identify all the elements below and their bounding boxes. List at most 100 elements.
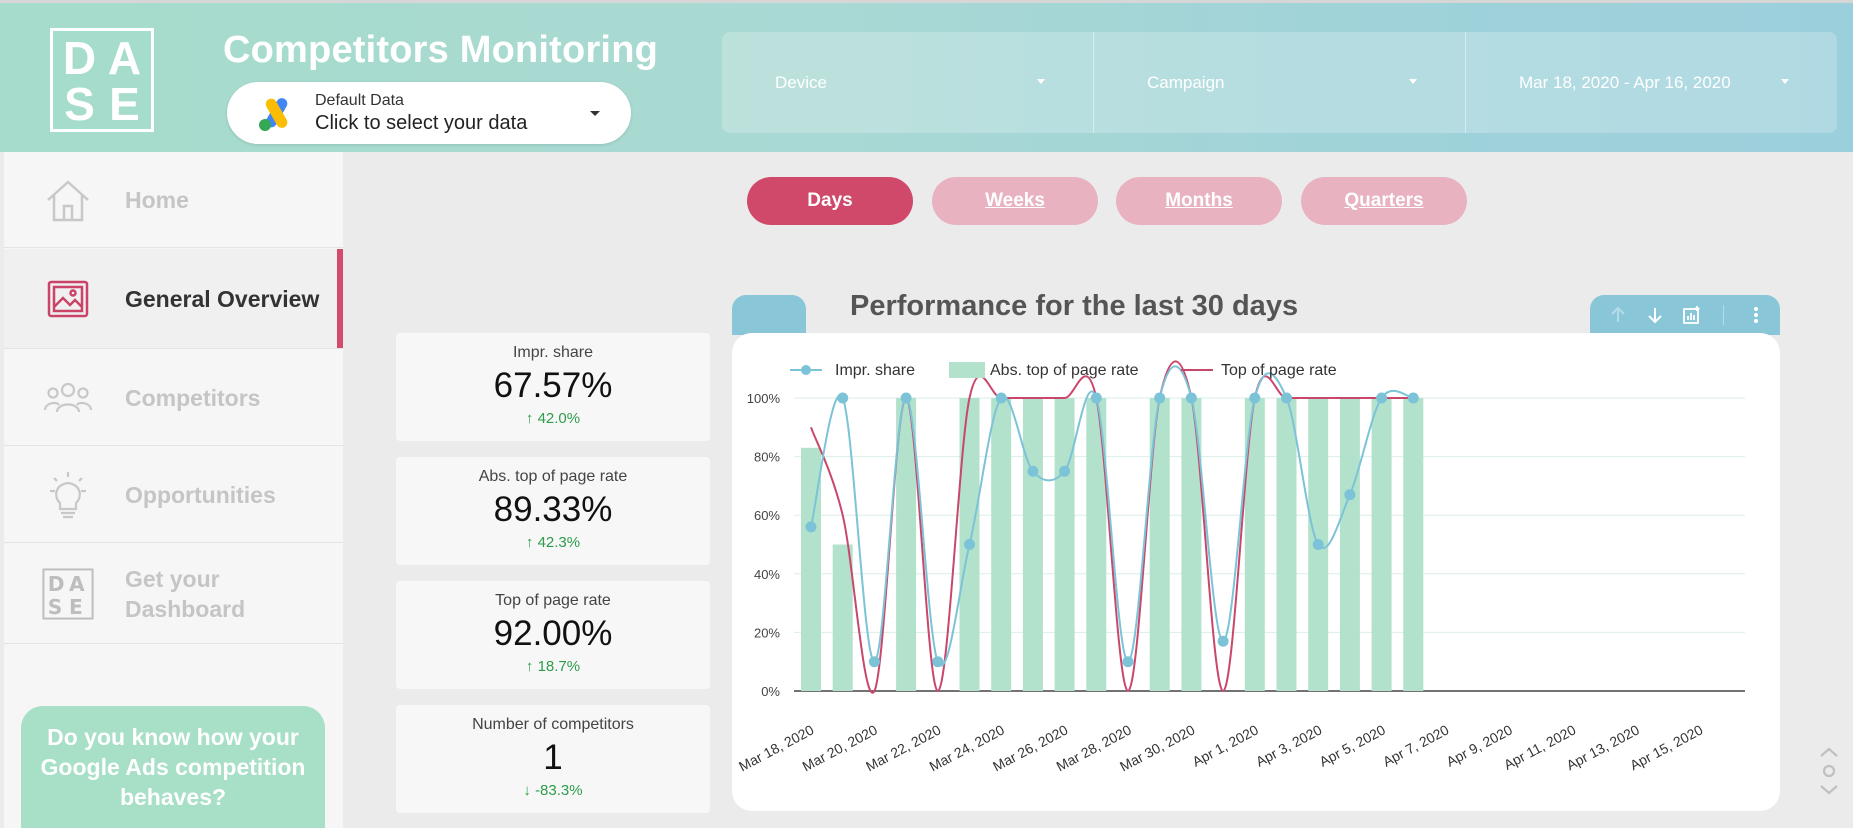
trend-down-icon: ↓ <box>523 782 536 799</box>
data-point <box>1185 392 1197 404</box>
data-point <box>1122 656 1134 668</box>
date-range-label: Mar 18, 2020 - Apr 16, 2020 <box>1519 72 1731 92</box>
trend-up-icon: ↑ <box>525 534 538 551</box>
kpi-label: Impr. share <box>512 344 594 361</box>
legend-label: Impr. share <box>835 362 915 379</box>
bar <box>1244 398 1265 691</box>
chevron-down-icon <box>1037 79 1045 84</box>
campaign-filter[interactable]: Campaign <box>1094 32 1466 133</box>
bar <box>1339 398 1360 691</box>
device-filter[interactable]: Device <box>722 32 1094 133</box>
dase-logo[interactable]: D A S E <box>50 28 154 132</box>
chevron-down-icon[interactable] <box>590 111 600 116</box>
x-tick-label: Apr 1, 2020 <box>1189 721 1261 769</box>
bar <box>1181 398 1202 691</box>
page-scroll-controls[interactable] <box>1818 745 1840 802</box>
chart-tab[interactable] <box>732 295 806 335</box>
data-source-selector[interactable]: Default Data Click to select your data <box>227 82 631 144</box>
kpi-delta: 18.7% <box>537 658 581 675</box>
logo-letter-e: E <box>109 78 140 130</box>
data-point <box>805 521 817 533</box>
bar <box>1403 398 1424 691</box>
sidebar-item-home[interactable]: Home <box>4 152 343 248</box>
chart-title: Performance for the last 30 days <box>850 290 1299 322</box>
legend-marker <box>801 365 811 375</box>
people-icon <box>42 372 94 424</box>
y-tick-label: 100% <box>747 391 781 406</box>
bar <box>832 544 853 691</box>
kpi-card-impr-share: Impr. share 67.57% ↑ 42.0% <box>396 333 710 441</box>
kpi-delta: 42.3% <box>537 534 581 551</box>
series-line-impr-share <box>810 365 1414 667</box>
legend-label: Top of page rate <box>1221 362 1337 379</box>
kpi-value: 1 <box>543 738 563 777</box>
data-point <box>995 392 1007 404</box>
bar <box>1371 398 1392 691</box>
data-point <box>1217 635 1229 647</box>
chevron-down-icon <box>1409 79 1417 84</box>
arrow-down-icon[interactable] <box>1643 303 1667 327</box>
sidebar-item-opportunities[interactable]: Opportunities <box>4 447 343 543</box>
tab-days[interactable]: Days <box>747 177 913 225</box>
campaign-filter-label: Campaign <box>1147 72 1225 92</box>
trend-up-icon: ↑ <box>525 658 538 675</box>
data-point <box>964 539 975 550</box>
logo-letter-d: D <box>62 32 97 84</box>
tab-quarters[interactable]: Quarters <box>1301 177 1467 225</box>
header-bar: D A S E Competitors Monitoring Default D… <box>0 0 1853 152</box>
svg-text:A: A <box>69 572 85 596</box>
data-point <box>1376 392 1388 404</box>
arrow-up-icon[interactable] <box>1606 303 1630 327</box>
kpi-delta: -83.3% <box>535 782 583 799</box>
kpi-card-abs-top-rate: Abs. top of page rate 89.33% ↑ 42.3% <box>396 457 710 565</box>
data-source-label: Default Data <box>315 92 404 109</box>
sidebar-item-label: Get your Dashboard <box>125 565 246 622</box>
logo-letter-s: S <box>64 78 95 130</box>
kpi-label: Abs. top of page rate <box>478 468 628 485</box>
drill-icon[interactable] <box>1680 303 1704 327</box>
tab-weeks[interactable]: Weeks <box>932 177 1098 225</box>
sidebar: Home General Overview Competitors <box>4 152 343 828</box>
kpi-label: Top of page rate <box>495 592 611 609</box>
kpi-delta: 42.0% <box>537 410 581 427</box>
data-point <box>837 392 849 404</box>
bar <box>1086 398 1107 691</box>
kpi-value: 92.00% <box>493 614 613 653</box>
logo-letter-a: A <box>107 32 142 84</box>
x-tick-label: Apr 5, 2020 <box>1316 721 1388 769</box>
chart-toolbar <box>1590 295 1780 335</box>
page-title: Competitors Monitoring <box>223 29 659 71</box>
data-point <box>1312 539 1324 550</box>
bar <box>1149 398 1170 691</box>
date-range-filter[interactable]: Mar 18, 2020 - Apr 16, 2020 <box>1466 32 1837 133</box>
sidebar-item-general-overview[interactable]: General Overview <box>4 249 343 349</box>
lightbulb-icon <box>42 469 94 521</box>
data-source-value: Click to select your data <box>315 112 528 134</box>
data-point <box>1154 392 1166 404</box>
bar <box>1276 398 1297 691</box>
chart-card: 0% 20% 40% 60% 80% 100% Mar 18, 2020 Mar 20, 20… <box>732 333 1780 811</box>
sidebar-item-label: General Overview <box>125 285 320 312</box>
kpi-value: 89.33% <box>493 490 613 529</box>
svg-text:D: D <box>48 572 65 596</box>
sidebar-item-label: Competitors <box>125 384 261 411</box>
svg-text:S: S <box>48 595 63 619</box>
kpi-card-top-rate: Top of page rate 92.00% ↑ 18.7% <box>396 581 710 689</box>
promo-banner[interactable]: Do you know how your Google Ads competit… <box>21 706 325 828</box>
kpi-label: Number of competitors <box>472 716 634 733</box>
bar <box>991 398 1012 691</box>
tab-months[interactable]: Months <box>1116 177 1282 225</box>
data-point <box>1027 465 1039 477</box>
bar <box>1022 398 1043 691</box>
home-icon <box>42 174 94 226</box>
x-tick-label: Apr 7, 2020 <box>1380 721 1452 769</box>
sidebar-item-competitors[interactable]: Competitors <box>4 350 343 446</box>
bar <box>801 447 821 691</box>
sidebar-item-get-dashboard[interactable]: D A S E Get your Dashboard <box>4 544 343 644</box>
sidebar-item-label: Home <box>125 186 189 213</box>
x-tick-label: Apr 3, 2020 <box>1253 721 1325 769</box>
kpi-card-competitors: Number of competitors 1 ↓ -83.3% <box>396 705 710 813</box>
more-vert-icon[interactable] <box>1744 303 1768 327</box>
y-tick-label: 0% <box>761 684 780 699</box>
